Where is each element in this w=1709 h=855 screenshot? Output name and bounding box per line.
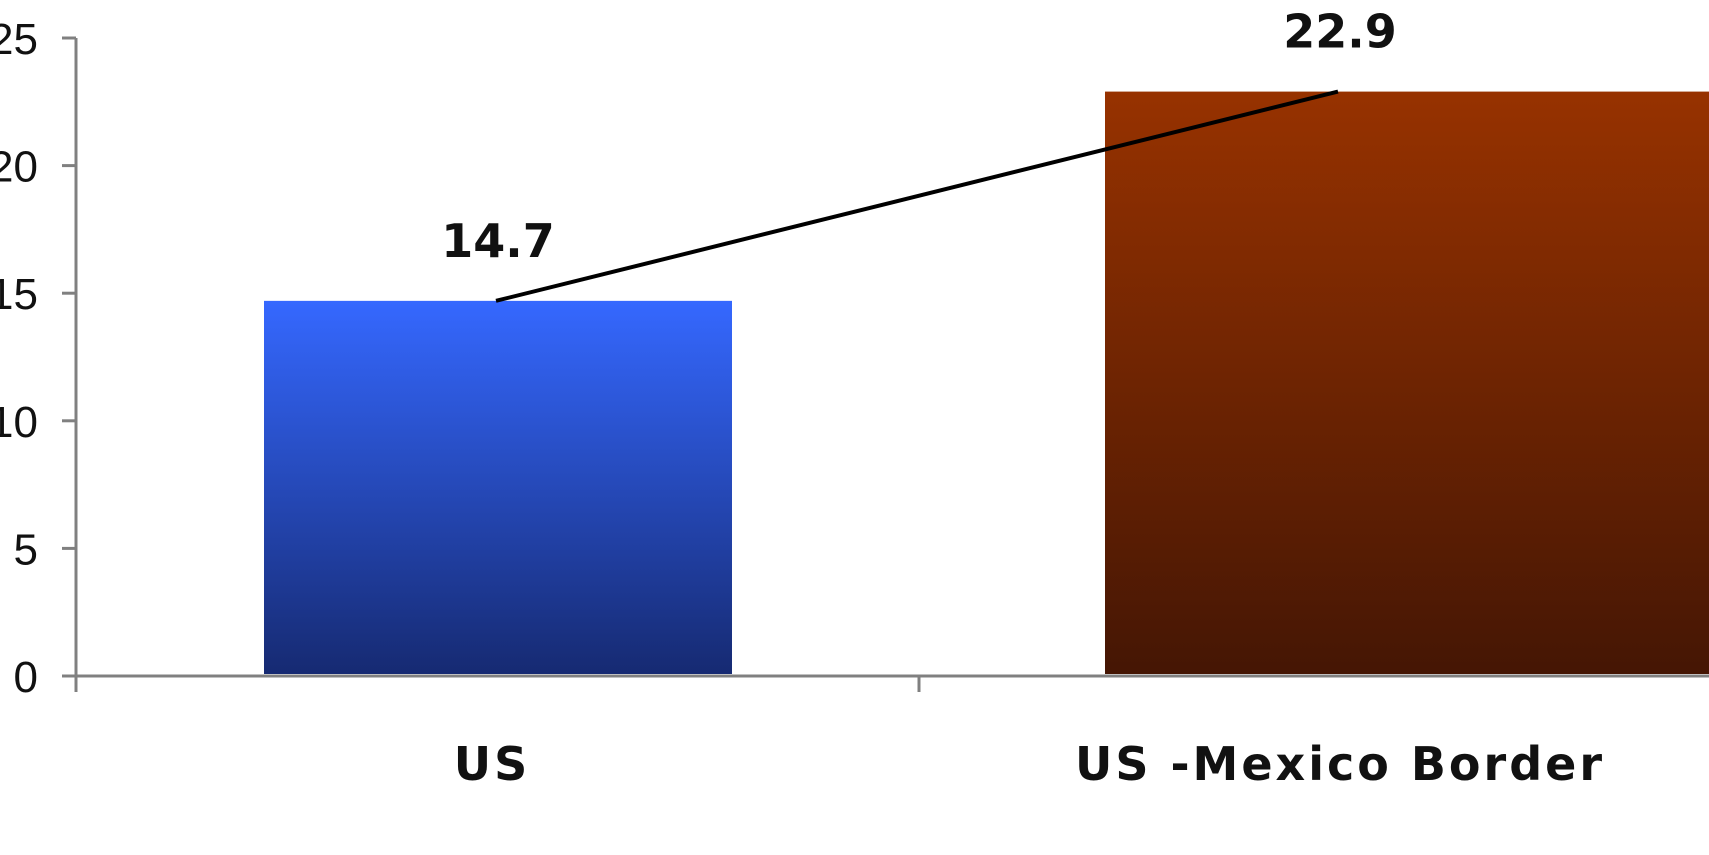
y-tick-label: 5: [14, 525, 38, 574]
plot-area: 0 5 10 15 20 25 14.7 22.9 US US -Mexico Borde…: [0, 5, 1709, 791]
data-label-us: 14.7: [441, 214, 555, 268]
category-label-us-mexico-border: US -Mexico Border: [1075, 737, 1605, 791]
bar-us-mexico-border: [1105, 91, 1709, 675]
y-ticks: 0 5 10 15 20 25: [0, 15, 76, 702]
connector-line: [495, 89, 1339, 303]
y-tick-label: 0: [14, 653, 38, 702]
y-tick-label: 20: [0, 143, 38, 192]
bar-us: [264, 300, 732, 674]
category-label-us: US: [454, 737, 530, 791]
x-ticks: [74, 676, 921, 692]
y-tick-label: 15: [0, 270, 38, 319]
y-tick-label: 10: [0, 398, 38, 447]
y-tick-label: 25: [0, 15, 38, 64]
data-label-us-mexico-border: 22.9: [1283, 5, 1397, 59]
